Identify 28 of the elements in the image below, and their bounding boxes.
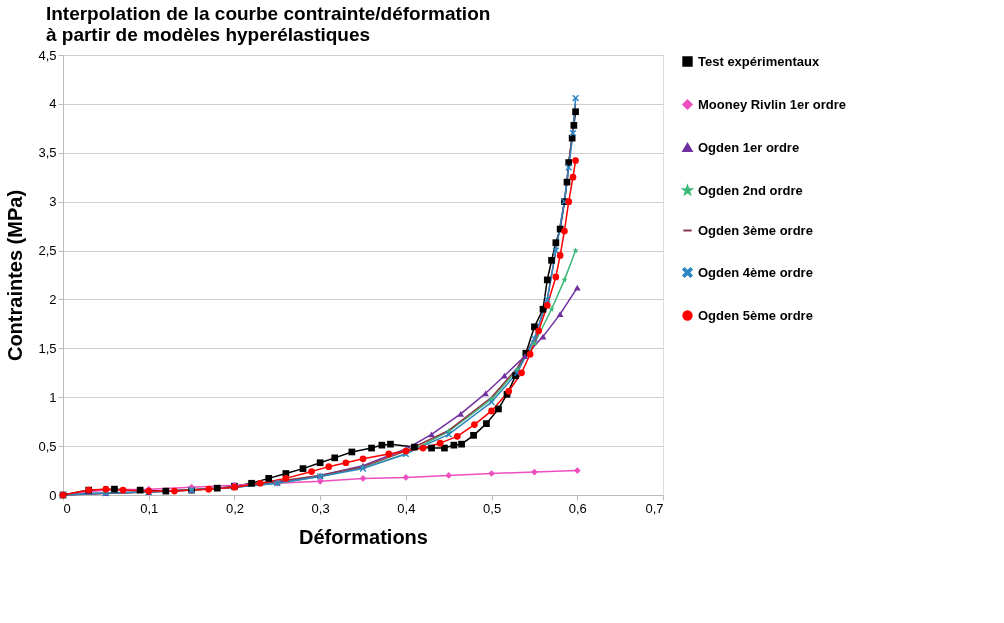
- legend-label: Ogden 1er ordre: [698, 139, 800, 155]
- legend-label: Ogden 4ème ordre: [698, 264, 813, 280]
- x-tick-label: 0,2: [225, 500, 244, 516]
- x-tick-label: 0,7: [645, 500, 664, 516]
- x-tick-label: 0: [63, 500, 71, 516]
- y-axis-title: Contraintes (MPa): [4, 189, 27, 362]
- legend-label: Test expérimentaux: [698, 53, 820, 69]
- y-tick-label: 1,5: [38, 340, 57, 356]
- y-tick-label: 4: [49, 96, 57, 112]
- x-tick-label: 0,3: [311, 500, 330, 516]
- x-tick-label: 0,4: [397, 500, 416, 516]
- x-tick-label: 0,5: [483, 500, 502, 516]
- legend-label: Ogden 5ème ordre: [698, 307, 813, 323]
- y-tick-label: 4,5: [38, 47, 57, 63]
- y-tick-label: 3,5: [38, 145, 57, 161]
- y-tick-label: 0: [49, 487, 57, 503]
- y-tick-label: 3: [49, 194, 57, 210]
- y-tick-label: 0,5: [38, 438, 57, 454]
- legend-label: Ogden 2nd ordre: [698, 182, 803, 198]
- y-tick-label: 2,5: [38, 243, 57, 259]
- x-tick-label: 0,1: [140, 500, 159, 516]
- legend-label: Mooney Rivlin 1er ordre: [698, 96, 847, 112]
- x-axis-title: Déformations: [299, 525, 428, 548]
- chart-title: Interpolation de la courbe contrainte/déformation à partir de modèles hyperélastiques: [45, 3, 491, 45]
- legend-label: Ogden 3ème ordre: [698, 222, 813, 238]
- y-tick-label: 2: [49, 291, 57, 307]
- x-tick-label: 0,6: [568, 500, 587, 516]
- y-tick-label: 1: [49, 389, 57, 405]
